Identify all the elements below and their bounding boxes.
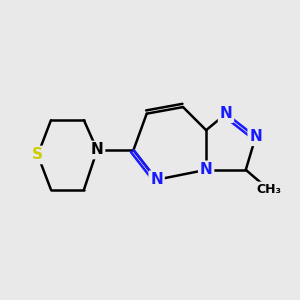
Text: N: N <box>200 162 212 177</box>
Text: N: N <box>220 106 232 121</box>
Text: N: N <box>249 129 262 144</box>
Text: S: S <box>32 148 43 163</box>
Text: CH₃: CH₃ <box>256 183 281 196</box>
Text: N: N <box>150 172 163 187</box>
Text: N: N <box>91 142 103 158</box>
